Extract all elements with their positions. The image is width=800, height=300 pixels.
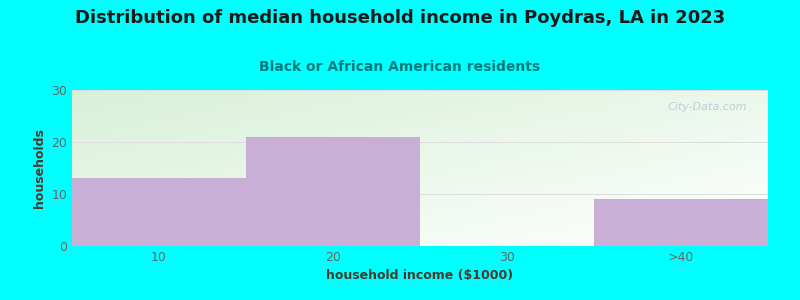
Bar: [72, 178, 246, 246]
Bar: [246, 137, 420, 246]
X-axis label: household income ($1000): household income ($1000): [326, 269, 514, 282]
Text: Distribution of median household income in Poydras, LA in 2023: Distribution of median household income …: [75, 9, 725, 27]
Y-axis label: households: households: [33, 128, 46, 208]
Text: Black or African American residents: Black or African American residents: [259, 60, 541, 74]
Bar: [594, 199, 768, 246]
Text: City-Data.com: City-Data.com: [668, 103, 747, 112]
